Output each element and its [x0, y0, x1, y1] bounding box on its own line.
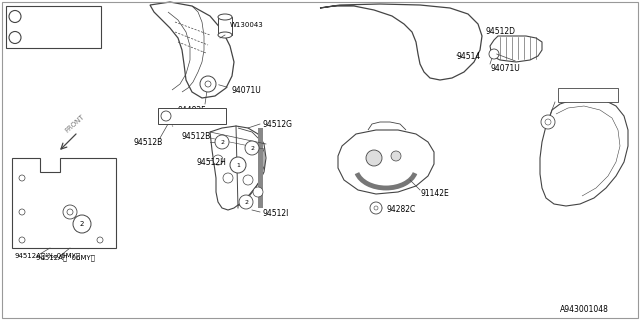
Circle shape	[545, 119, 551, 125]
Circle shape	[19, 175, 25, 181]
Circle shape	[245, 141, 259, 155]
Text: 94514: 94514	[456, 52, 480, 60]
Text: 94282C: 94282C	[386, 205, 415, 214]
Text: 2: 2	[250, 146, 254, 150]
Text: 2: 2	[220, 140, 224, 145]
Circle shape	[370, 202, 382, 214]
Bar	[6, 6, 101, 48]
Text: 94581B*B: 94581B*B	[26, 33, 64, 42]
Bar	[258, 128, 263, 208]
Circle shape	[205, 81, 211, 87]
Circle shape	[215, 135, 229, 149]
Bar	[158, 108, 226, 124]
Circle shape	[9, 11, 21, 22]
Circle shape	[19, 237, 25, 243]
Text: W130043: W130043	[230, 22, 264, 28]
Circle shape	[374, 206, 378, 210]
Ellipse shape	[218, 32, 232, 38]
Circle shape	[9, 31, 21, 44]
Text: 94282C: 94282C	[174, 111, 204, 121]
Circle shape	[19, 209, 25, 215]
Circle shape	[213, 155, 223, 165]
Text: 94512G: 94512G	[262, 119, 292, 129]
Text: 94071U: 94071U	[231, 85, 260, 94]
Text: 94512I: 94512I	[262, 210, 289, 219]
Ellipse shape	[218, 14, 232, 20]
Text: 1: 1	[13, 13, 17, 20]
Text: A943001048: A943001048	[560, 306, 609, 315]
Text: 2: 2	[80, 221, 84, 227]
Text: 94071U: 94071U	[490, 63, 520, 73]
Text: 2: 2	[13, 35, 17, 41]
Text: 94512A（ ’06MY）: 94512A（ ’06MY）	[36, 255, 95, 261]
Circle shape	[366, 150, 382, 166]
Circle shape	[541, 115, 555, 129]
Circle shape	[63, 205, 77, 219]
Text: 94512D: 94512D	[485, 27, 515, 36]
Text: FRONT: FRONT	[64, 114, 86, 134]
Text: 2: 2	[244, 199, 248, 204]
Circle shape	[489, 49, 499, 59]
Circle shape	[161, 111, 171, 121]
Circle shape	[97, 237, 103, 243]
Circle shape	[243, 175, 253, 185]
Circle shape	[73, 215, 91, 233]
Bar	[558, 88, 618, 102]
Text: 94512B: 94512B	[133, 138, 163, 147]
Text: 94512A（’‰06MY）: 94512A（’‰06MY）	[14, 253, 80, 259]
Circle shape	[239, 195, 253, 209]
Circle shape	[223, 173, 233, 183]
Circle shape	[253, 187, 263, 197]
Circle shape	[200, 76, 216, 92]
Circle shape	[391, 151, 401, 161]
Text: 94512C: 94512C	[560, 91, 589, 100]
Text: 94482F: 94482F	[178, 106, 206, 115]
Text: 94512B: 94512B	[181, 132, 211, 140]
Circle shape	[230, 157, 246, 173]
Circle shape	[67, 209, 73, 215]
Text: 91142E: 91142E	[420, 189, 449, 198]
Text: 1: 1	[236, 163, 240, 167]
Text: 94581B*A: 94581B*A	[26, 12, 65, 21]
Text: 94512H: 94512H	[196, 157, 226, 166]
Bar	[218, 17, 232, 35]
